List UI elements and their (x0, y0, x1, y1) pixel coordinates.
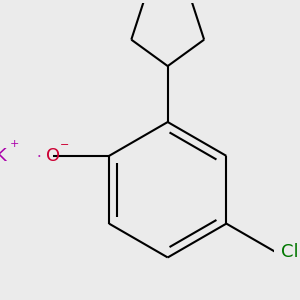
Text: Cl: Cl (281, 243, 298, 261)
Text: K: K (0, 147, 6, 165)
Text: +: + (9, 139, 19, 149)
Text: −: − (59, 140, 69, 150)
Text: O: O (46, 147, 60, 165)
